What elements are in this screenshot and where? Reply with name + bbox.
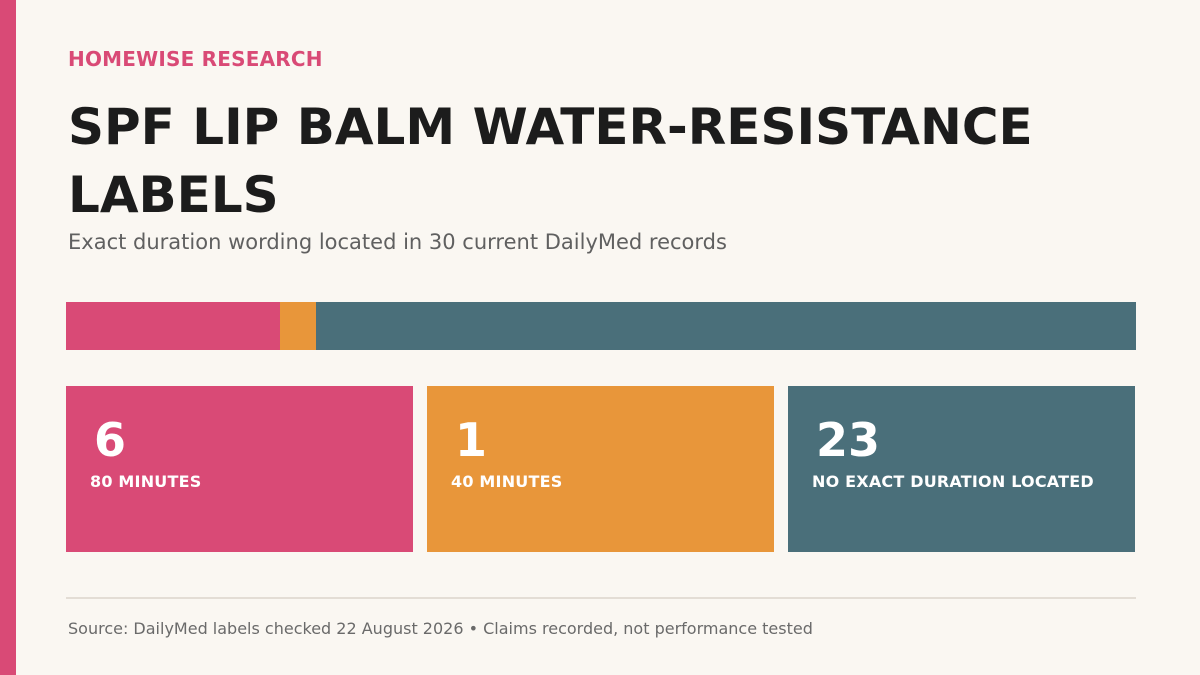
footer-divider bbox=[66, 597, 1136, 599]
card-80-minutes: 6 80 MINUTES bbox=[66, 386, 413, 552]
card-label: 80 MINUTES bbox=[90, 472, 202, 491]
card-40-minutes: 1 40 MINUTES bbox=[427, 386, 774, 552]
page-title: SPF LIP BALM WATER-RESISTANCE LABELS bbox=[68, 98, 1033, 224]
brand-label: HOMEWISE RESEARCH bbox=[68, 47, 323, 71]
bar-segment-3 bbox=[315, 302, 1136, 350]
summary-cards: 6 80 MINUTES 1 40 MINUTES 23 NO EXACT DU… bbox=[66, 386, 1136, 552]
card-value: 6 bbox=[94, 413, 127, 467]
page-subtitle: Exact duration wording located in 30 cur… bbox=[68, 230, 727, 254]
card-label: 40 MINUTES bbox=[451, 472, 563, 491]
bar-segment-1 bbox=[66, 302, 280, 350]
card-value: 23 bbox=[816, 413, 881, 467]
left-accent-bar bbox=[0, 0, 16, 675]
source-note: Source: DailyMed labels checked 22 Augus… bbox=[68, 619, 813, 638]
card-label: NO EXACT DURATION LOCATED bbox=[812, 472, 1094, 491]
card-value: 1 bbox=[455, 413, 488, 467]
stacked-bar bbox=[66, 302, 1136, 350]
card-no-exact-duration: 23 NO EXACT DURATION LOCATED bbox=[788, 386, 1135, 552]
bar-segment-2 bbox=[280, 302, 316, 350]
